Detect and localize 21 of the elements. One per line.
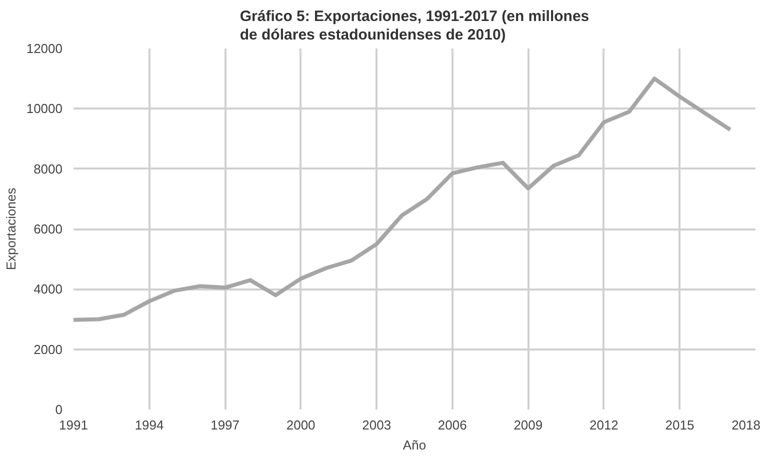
y-tick-label: 6000 [34,222,62,236]
x-axis-title: Año [402,438,426,452]
y-tick-label: 10000 [26,101,63,116]
x-tick-label: 1991 [59,418,88,432]
x-tick-label: 2012 [589,418,618,432]
x-tick-label: 2015 [665,418,694,432]
y-axis-title: Exportaciones [3,187,18,270]
y-tick-label: 12000 [26,41,63,56]
x-tick-label: 2009 [514,418,543,432]
x-tick-label: 1994 [134,418,164,432]
y-tick-label: 2000 [34,342,62,357]
chart-title: Gráfico 5: Exportaciones, 1991-2017 (en millones de dólares estadounidenses de 2010) [240,8,590,44]
x-tick-label: 2003 [362,418,392,432]
line-series [74,76,732,322]
y-tick-label: 4000 [34,282,62,297]
x-tick-label: 2000 [286,418,316,432]
x-tick-label: 2006 [438,418,467,432]
y-tick-label: 8000 [34,161,62,176]
y-tick-label: 0 [55,402,63,417]
x-tick-label: 2018 [732,418,760,432]
x-tick-label: 1997 [210,418,240,432]
